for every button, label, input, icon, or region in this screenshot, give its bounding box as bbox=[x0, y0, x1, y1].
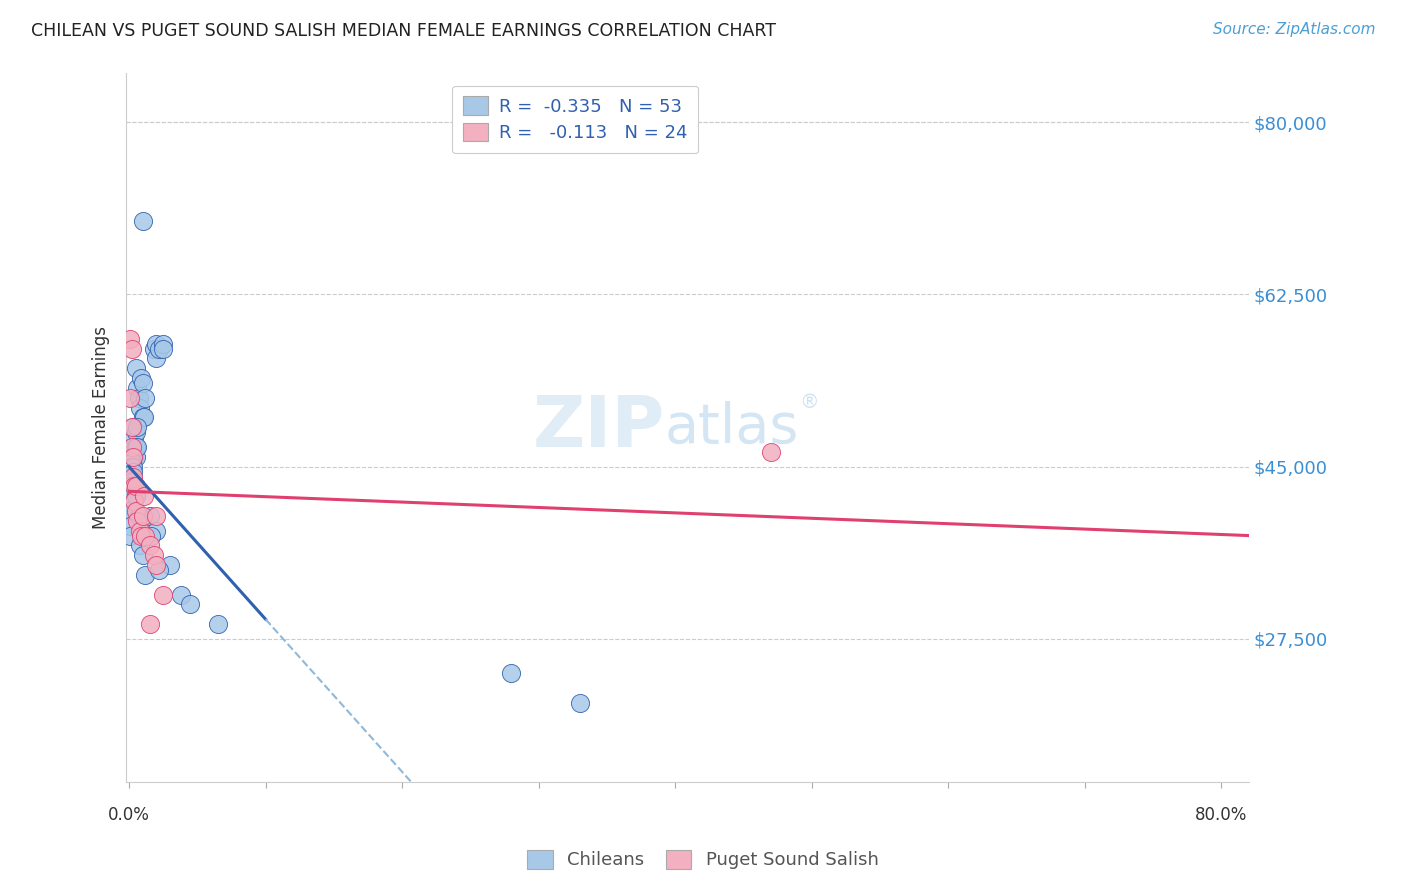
Text: ®: ® bbox=[800, 393, 820, 412]
Point bbox=[134, 568, 156, 582]
Point bbox=[124, 494, 146, 508]
Point bbox=[132, 489, 155, 503]
Point bbox=[134, 528, 156, 542]
Point bbox=[128, 391, 150, 405]
Point bbox=[125, 450, 148, 464]
Point bbox=[129, 538, 152, 552]
Point bbox=[152, 342, 174, 356]
Point bbox=[131, 410, 153, 425]
Point bbox=[145, 524, 167, 538]
Point bbox=[127, 440, 149, 454]
Text: 0.0%: 0.0% bbox=[108, 806, 150, 824]
Point bbox=[152, 336, 174, 351]
Point bbox=[142, 548, 165, 562]
Point bbox=[148, 342, 170, 356]
Point bbox=[759, 445, 782, 459]
Point bbox=[121, 342, 143, 356]
Point bbox=[145, 558, 167, 573]
Point bbox=[131, 508, 153, 523]
Point bbox=[120, 499, 142, 513]
Point bbox=[122, 420, 145, 434]
Point bbox=[124, 430, 146, 444]
Point bbox=[179, 598, 201, 612]
Point bbox=[122, 475, 145, 489]
Point bbox=[501, 666, 523, 681]
Point bbox=[145, 336, 167, 351]
Point bbox=[132, 410, 155, 425]
Point bbox=[152, 588, 174, 602]
Point bbox=[120, 332, 142, 346]
Point bbox=[129, 401, 152, 415]
Point bbox=[138, 508, 160, 523]
Point bbox=[138, 617, 160, 632]
Point bbox=[120, 528, 142, 542]
Point bbox=[134, 391, 156, 405]
Point bbox=[120, 504, 142, 518]
Point bbox=[120, 489, 142, 503]
Point bbox=[128, 508, 150, 523]
Point bbox=[131, 371, 153, 385]
Point bbox=[122, 469, 145, 483]
Point bbox=[121, 469, 143, 483]
Point bbox=[122, 450, 145, 464]
Point bbox=[138, 538, 160, 552]
Point bbox=[121, 440, 143, 454]
Point bbox=[127, 381, 149, 395]
Legend: Chileans, Puget Sound Salish: Chileans, Puget Sound Salish bbox=[519, 841, 887, 879]
Point bbox=[131, 213, 153, 227]
Point bbox=[124, 450, 146, 464]
Point bbox=[122, 465, 145, 479]
Point bbox=[170, 588, 193, 602]
Text: atlas: atlas bbox=[665, 401, 800, 454]
Text: Source: ZipAtlas.com: Source: ZipAtlas.com bbox=[1212, 22, 1375, 37]
Point bbox=[139, 528, 162, 542]
Point bbox=[145, 508, 167, 523]
Point bbox=[120, 518, 142, 533]
Point bbox=[159, 558, 181, 573]
Point bbox=[124, 479, 146, 493]
Point bbox=[121, 455, 143, 469]
Point bbox=[122, 459, 145, 474]
Point bbox=[120, 391, 142, 405]
Point bbox=[125, 489, 148, 503]
Point bbox=[129, 524, 152, 538]
Legend: R =  -0.335   N = 53, R =   -0.113   N = 24: R = -0.335 N = 53, R = -0.113 N = 24 bbox=[453, 86, 699, 153]
Point bbox=[121, 479, 143, 493]
Point bbox=[121, 420, 143, 434]
Point bbox=[120, 479, 142, 493]
Point bbox=[131, 528, 153, 542]
Y-axis label: Median Female Earnings: Median Female Earnings bbox=[93, 326, 110, 529]
Text: ZIP: ZIP bbox=[533, 392, 665, 462]
Point bbox=[125, 440, 148, 454]
Point bbox=[568, 696, 591, 710]
Point bbox=[127, 420, 149, 434]
Text: CHILEAN VS PUGET SOUND SALISH MEDIAN FEMALE EARNINGS CORRELATION CHART: CHILEAN VS PUGET SOUND SALISH MEDIAN FEM… bbox=[31, 22, 776, 40]
Point bbox=[148, 563, 170, 577]
Point bbox=[125, 479, 148, 493]
Point bbox=[131, 376, 153, 390]
Point bbox=[125, 504, 148, 518]
Point bbox=[125, 361, 148, 376]
Point bbox=[122, 440, 145, 454]
Point bbox=[131, 548, 153, 562]
Point bbox=[145, 351, 167, 366]
Text: 80.0%: 80.0% bbox=[1195, 806, 1247, 824]
Point bbox=[127, 514, 149, 528]
Point bbox=[207, 617, 229, 632]
Point bbox=[142, 342, 165, 356]
Point bbox=[121, 459, 143, 474]
Point bbox=[125, 425, 148, 440]
